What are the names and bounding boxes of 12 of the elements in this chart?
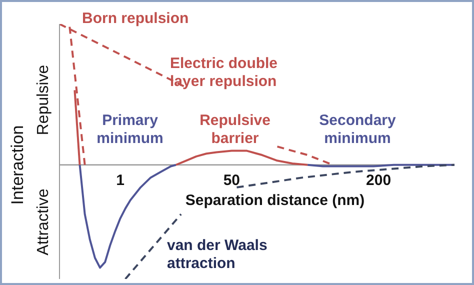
text: Repulsive [35,64,53,136]
x-axis-title: Separation distance (nm) [184,192,366,209]
annotation: Primary minimum [96,112,164,148]
text: Attractive [35,188,53,256]
x-tick-label: 1 [116,172,124,189]
y-axis-title: Interaction [8,125,28,205]
annotation: van der Waals attraction [167,237,268,273]
annotation: Secondary minimum [318,112,397,148]
annotation: Born repulsion [82,10,190,28]
annotation: Repulsive barrier [198,112,272,148]
x-tick-label: 50 [223,172,240,189]
x-tick-label: 200 [366,172,392,189]
